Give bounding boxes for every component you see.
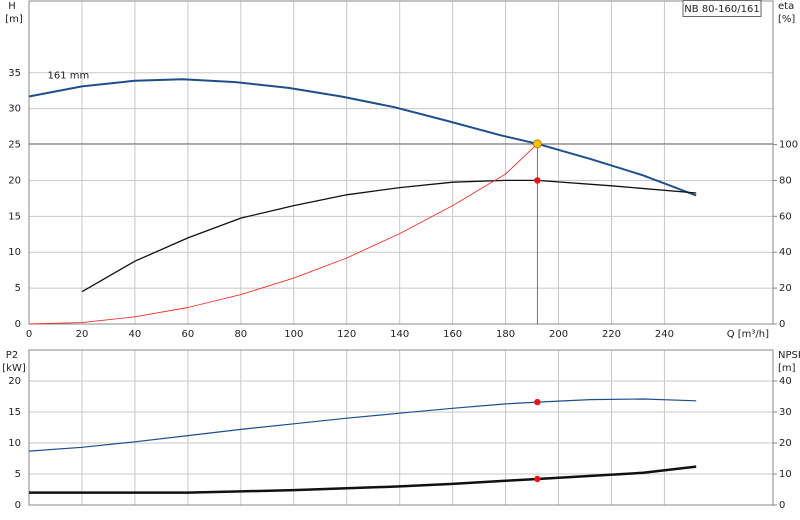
y2-axis-unit: [m] xyxy=(778,363,796,374)
curve xyxy=(81,179,697,293)
y2-tick-label: 30 xyxy=(779,407,792,418)
x-tick-label: 120 xyxy=(337,329,356,340)
plot-frame xyxy=(28,0,774,325)
y-tick-label: 15 xyxy=(8,407,21,418)
operating-point xyxy=(534,398,541,406)
curve-annotation: 161 mm xyxy=(48,70,90,81)
y-axis-unit: [kW] xyxy=(2,363,26,374)
y-tick-label: 20 xyxy=(8,175,21,186)
x-tick-label: 160 xyxy=(443,329,462,340)
y-tick-label: 10 xyxy=(8,438,21,449)
x-tick-label: 200 xyxy=(549,329,568,340)
curve xyxy=(28,78,697,197)
x-tick-label: 60 xyxy=(181,329,194,340)
y-axis-label: H xyxy=(8,1,16,12)
y-axis-unit: [m] xyxy=(5,14,23,25)
x-tick-label: 100 xyxy=(284,329,303,340)
model-box xyxy=(682,0,762,17)
operating-point xyxy=(534,177,541,184)
y2-tick-label: 80 xyxy=(779,175,792,186)
curve xyxy=(28,398,697,452)
y2-tick-label: 40 xyxy=(779,376,792,387)
curve xyxy=(28,143,538,325)
y-axis-label: P2 xyxy=(6,350,18,361)
y2-tick-label: 10 xyxy=(779,469,792,480)
x-axis-label: Q [m³/h] xyxy=(727,329,769,340)
y2-tick-label: 0 xyxy=(779,500,785,511)
plot-background xyxy=(29,1,773,324)
y2-tick-label: 20 xyxy=(779,283,792,294)
operating-point xyxy=(532,139,542,149)
y-tick-label: 0 xyxy=(15,500,21,511)
y-tick-label: 10 xyxy=(8,247,21,258)
y2-tick-label: 40 xyxy=(779,247,792,258)
x-tick-label: 40 xyxy=(129,329,142,340)
y2-tick-label: 20 xyxy=(779,438,792,449)
x-tick-label: 220 xyxy=(602,329,621,340)
y2-axis-unit: [%] xyxy=(778,14,795,25)
y2-tick-label: 0 xyxy=(779,319,785,330)
operating-point xyxy=(534,475,541,483)
model-title: NB 80-160/161 xyxy=(684,4,759,15)
x-tick-label: 80 xyxy=(234,329,247,340)
x-tick-label: 180 xyxy=(496,329,515,340)
plot-background xyxy=(29,350,773,505)
y-tick-label: 20 xyxy=(8,376,21,387)
y2-axis-label: NPSH xyxy=(778,350,800,361)
y-tick-label: 15 xyxy=(8,211,21,222)
y2-tick-label: 100 xyxy=(779,140,798,151)
y2-tick-label: 60 xyxy=(779,211,792,222)
y-tick-label: 5 xyxy=(15,283,21,294)
x-tick-label: 140 xyxy=(390,329,409,340)
x-tick-label: 240 xyxy=(655,329,674,340)
y2-axis-label: eta xyxy=(778,1,794,12)
y-tick-label: 35 xyxy=(8,68,21,79)
y-tick-label: 25 xyxy=(8,140,21,151)
y-tick-label: 30 xyxy=(8,104,21,115)
y-tick-label: 5 xyxy=(15,469,21,480)
x-tick-label: 20 xyxy=(76,329,89,340)
y-tick-label: 0 xyxy=(15,319,21,330)
plot-frame xyxy=(28,349,774,506)
x-tick-label: 0 xyxy=(26,329,32,340)
